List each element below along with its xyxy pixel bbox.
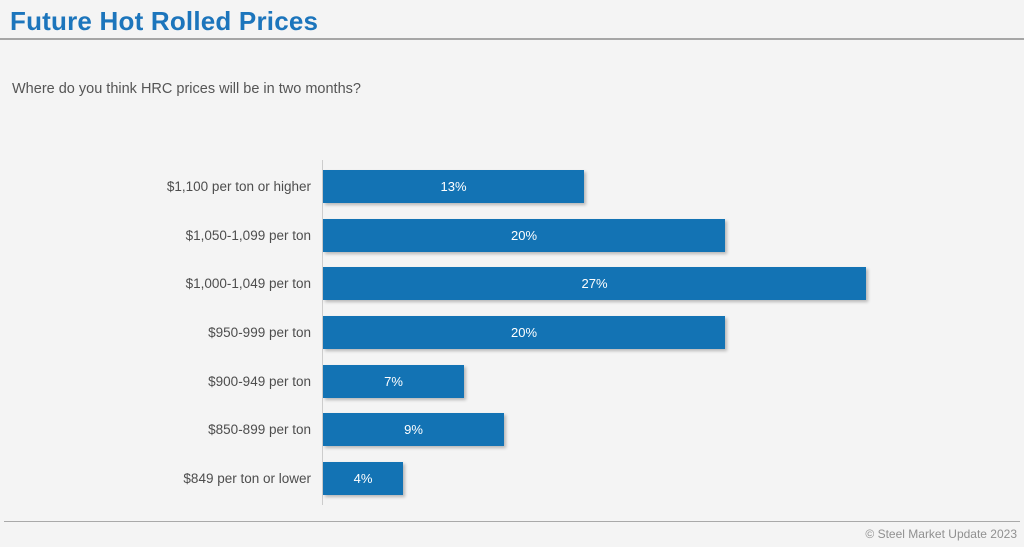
bar: 13% — [323, 170, 584, 203]
category-label: $1,100 per ton or higher — [166, 179, 311, 194]
chart-row: $1,000-1,049 per ton 27% — [0, 267, 1024, 301]
chart-row: $950-999 per ton 20% — [0, 316, 1024, 350]
bar-track: 20% — [323, 316, 725, 350]
chart-rows: $1,100 per ton or higher 13% $1,050-1,099 … — [0, 170, 1024, 496]
bar-value-label: 20% — [510, 227, 538, 243]
bar-value-label: 27% — [581, 276, 608, 292]
category-label: $1,000-1,049 per ton — [185, 276, 311, 292]
chart-row: $850-899 per ton 9% — [0, 413, 1024, 447]
page-title: Future Hot Rolled Prices — [10, 6, 319, 36]
category-label: $950-999 per ton — [208, 325, 311, 341]
bar: 20% — [323, 316, 725, 350]
bar-chart: $1,100 per ton or higher 13% $1,050-1,099 … — [0, 160, 1024, 511]
chart-row: $1,100 per ton or higher 13% — [0, 170, 1024, 203]
bar: 4% — [323, 462, 403, 496]
bar-track: 4% — [323, 462, 403, 496]
bar-track: 27% — [323, 267, 866, 301]
category-label: $850-899 per ton — [208, 422, 311, 438]
bar: 9% — [323, 413, 504, 447]
copyright-text: © Steel Market Update 2023 — [865, 527, 1017, 541]
bar-track: 20% — [323, 218, 725, 252]
footer-divider — [4, 521, 1020, 522]
y-axis-line — [322, 160, 323, 505]
bar-value-label: 13% — [440, 179, 467, 194]
chart-row: $1,050-1,099 per ton 20% — [0, 218, 1024, 252]
bar-track: 13% — [323, 170, 584, 203]
chart-row: $849 per ton or lower 4% — [0, 462, 1024, 496]
category-label: $849 per ton or lower — [183, 471, 311, 487]
bar-value-label: 4% — [353, 471, 373, 487]
bar: 20% — [323, 218, 725, 252]
chart-row: $900-949 per ton 7% — [0, 364, 1024, 398]
bar: 27% — [323, 267, 866, 301]
survey-question: Where do you think HRC prices will be in… — [12, 81, 361, 97]
category-label: $900-949 per ton — [208, 373, 311, 389]
bar-value-label: 20% — [510, 325, 538, 341]
bar-value-label: 9% — [404, 422, 423, 438]
bar-track: 7% — [323, 364, 464, 398]
bar: 7% — [323, 364, 464, 398]
category-label: $1,050-1,099 per ton — [185, 227, 311, 243]
title-underline — [0, 38, 1024, 40]
bar-value-label: 7% — [384, 373, 403, 389]
bar-track: 9% — [323, 413, 504, 447]
